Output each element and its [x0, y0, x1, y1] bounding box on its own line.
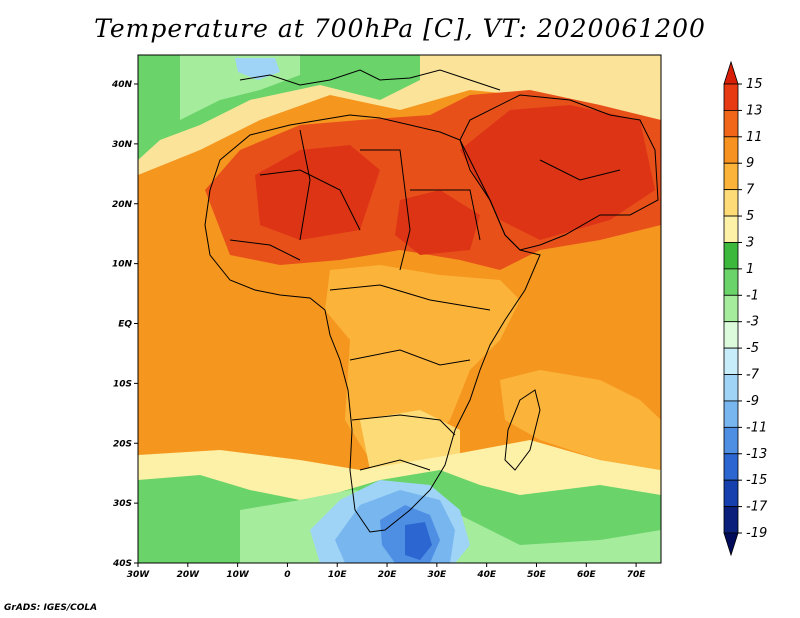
plot-frame	[137, 54, 662, 564]
hottest-sahara	[255, 145, 380, 240]
lon-tick-label: 20W	[177, 570, 201, 580]
colorbar-segment	[723, 189, 739, 217]
africa-coast	[204, 114, 541, 533]
colorbar-segment	[723, 453, 739, 481]
colorbar-segment	[723, 242, 739, 270]
border-a	[259, 169, 361, 231]
lat-tick-label: 10N	[112, 260, 133, 270]
border-j	[229, 239, 301, 261]
lon-tick-label: 60E	[577, 570, 597, 580]
border-c	[360, 149, 411, 271]
lon-tick-label: 40E	[476, 570, 497, 580]
map-title: Temperature at 700hPa [C], VT: 202006120…	[94, 14, 706, 43]
colorbar-label: 5	[746, 209, 754, 224]
lat-tick-label: 40N	[111, 80, 133, 90]
coastlines	[204, 69, 659, 533]
colorbar-label: -7	[746, 368, 760, 383]
colorbar-segment	[723, 426, 739, 455]
colorbar-label: -15	[746, 473, 767, 488]
colorbar-label: 1	[746, 262, 754, 277]
colorbar-label: 9	[746, 156, 754, 171]
lat-tick-label: 10S	[113, 379, 132, 389]
colorbar-segment	[723, 215, 739, 243]
hot-east-sahara	[395, 190, 480, 255]
madagascar	[504, 389, 541, 471]
lon-tick-label: 20E	[378, 570, 398, 580]
lat-tick-label: 30S	[113, 499, 132, 509]
colorbar-segment	[723, 110, 739, 138]
temperature-field	[138, 55, 661, 563]
lat-ticks: 40N 30N 20N 10N EQ 10S 20S 30S 40S	[111, 80, 138, 569]
colorbar-label: -3	[746, 315, 759, 330]
lat-tick-label: EQ	[118, 320, 132, 330]
colorbar-segment	[723, 374, 739, 402]
colorbar-segment	[723, 506, 739, 534]
lat-tick-label: 30N	[112, 140, 133, 150]
lon-ticks: 30W 20W 10W 0 10E 20E 30E 40E 50E 60E 70E	[127, 563, 647, 580]
lat-tick-label: 20S	[113, 439, 132, 449]
lat-tick-label: 20N	[112, 200, 133, 210]
lon-tick-label: 30W	[127, 570, 151, 580]
lon-tick-label: 10W	[226, 570, 250, 580]
colorbar-segment	[723, 479, 739, 507]
lon-tick-label: 30E	[428, 570, 448, 580]
colorbar-top-arrow	[723, 60, 739, 85]
border-b	[299, 129, 311, 241]
lat-tick-label: 40S	[112, 559, 132, 569]
colorbar-label: -9	[746, 394, 759, 409]
lon-tick-label: 10E	[328, 570, 348, 580]
colorbar-segment	[723, 268, 739, 296]
grads-credit: GrADS: IGES/COLA	[4, 603, 98, 613]
border-h	[359, 459, 431, 471]
colorbar-segment	[723, 83, 739, 111]
colorbar-label: 15	[746, 77, 763, 92]
border-i	[539, 159, 621, 181]
colorbar-segment	[723, 400, 739, 428]
arabia-coast	[459, 94, 659, 251]
colorbar-label: 11	[746, 130, 763, 145]
colorbar-label: -5	[746, 341, 759, 356]
lon-tick-label: 50E	[527, 570, 547, 580]
colorbar-label: 13	[746, 103, 763, 118]
colorbar-segment	[723, 321, 739, 349]
north-cold-patch	[235, 58, 280, 80]
tropical-land	[325, 265, 520, 460]
colorbar-label: 7	[746, 183, 755, 198]
south-coldest-core	[405, 522, 432, 560]
lon-tick-label: 70E	[627, 570, 647, 580]
hottest-arabia	[460, 105, 655, 240]
colorbar-segment	[723, 294, 739, 323]
colorbar-label: -1	[746, 288, 759, 303]
border-g	[351, 414, 456, 436]
border-d	[410, 189, 481, 241]
colorbar-segment	[723, 136, 739, 164]
border-f	[349, 349, 471, 366]
madagascar-warm	[500, 370, 661, 470]
colorbar-segment	[723, 162, 739, 191]
colorbar-label: 3	[746, 235, 754, 250]
colorbar: 15 13 11 9 7 5 3 1 -1 -3 -5 -7 -9 -11 -13 -15 -17 -19	[723, 60, 768, 557]
colorbar-label: -13	[746, 447, 767, 462]
colorbar-label: -17	[746, 500, 768, 515]
colorbar-bottom-arrow	[723, 532, 739, 557]
border-e	[329, 284, 491, 311]
colorbar-segment	[723, 347, 739, 375]
colorbar-label: -19	[746, 526, 767, 541]
lon-tick-label: 0	[284, 570, 290, 580]
colorbar-label: -11	[746, 420, 767, 435]
europe-coast	[239, 69, 501, 91]
